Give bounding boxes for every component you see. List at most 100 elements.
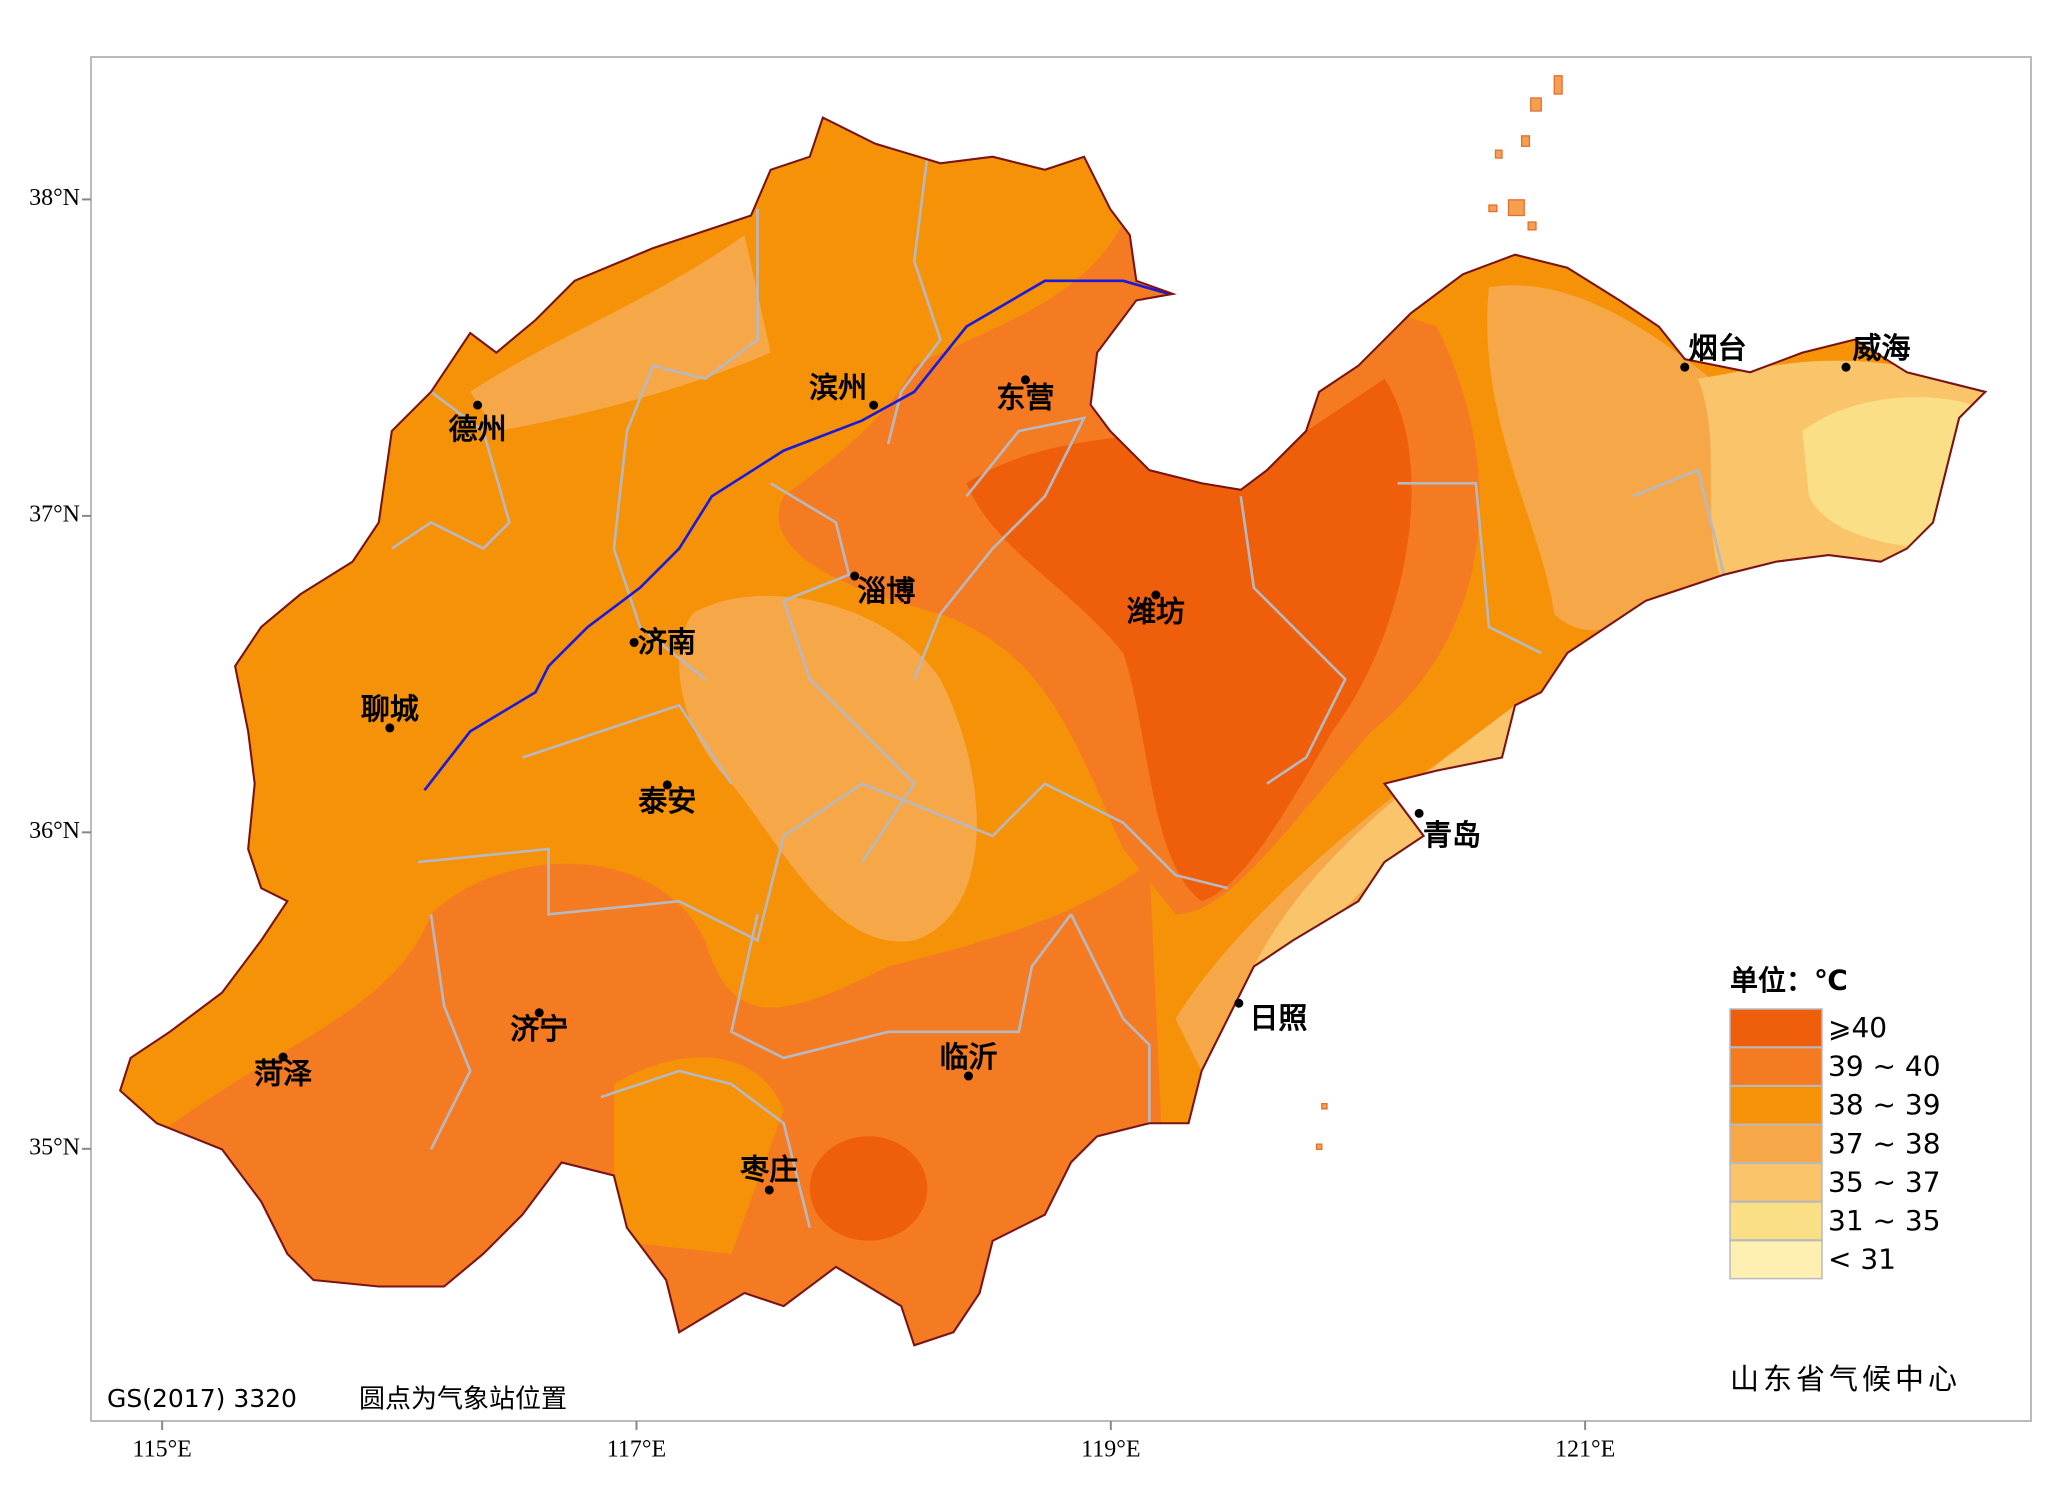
axes: 115°E 117°E 119°E 121°E 38°N 37°N 36°N 35°N xyxy=(29,185,1615,1463)
border xyxy=(1397,481,1542,655)
legend-swatch xyxy=(1729,1201,1823,1241)
legend-swatch xyxy=(1729,1162,1823,1203)
border xyxy=(391,390,511,551)
island xyxy=(1315,1143,1323,1151)
x-tick-label: 115°E xyxy=(132,1437,191,1463)
station-note: 圆点为气象站位置 xyxy=(359,1385,567,1415)
legend-label: 35 ~ 37 xyxy=(1828,1165,1941,1198)
legend-swatch xyxy=(1729,1046,1823,1087)
island xyxy=(1527,221,1537,231)
border xyxy=(769,482,916,863)
station-label: 枣庄 xyxy=(739,1153,798,1187)
station-label: 青岛 xyxy=(1423,818,1481,852)
station-dot xyxy=(278,1052,288,1062)
station-dot xyxy=(1841,362,1851,372)
station-dot xyxy=(385,723,395,733)
station-dot xyxy=(1414,808,1424,818)
station-dot xyxy=(1020,375,1030,385)
station-dot xyxy=(850,571,860,581)
border xyxy=(1239,496,1347,785)
station-dot xyxy=(1680,362,1690,372)
legend-swatch xyxy=(1729,1239,1823,1280)
y-tick-label: 35°N xyxy=(29,1134,80,1160)
province-outline xyxy=(118,75,1988,1347)
border xyxy=(612,208,759,681)
border xyxy=(417,782,1229,943)
station-label: 临沂 xyxy=(939,1040,997,1074)
station-dot xyxy=(1151,590,1161,600)
station-dot xyxy=(534,1008,544,1018)
legend-label: 39 ~ 40 xyxy=(1828,1050,1941,1083)
border xyxy=(886,156,942,445)
legend: 单位：℃ ⩾40 39 ~ 40 38 ~ 39 37 ~ 38 35 ~ 37 31 ~… xyxy=(1729,964,1941,1280)
frame xyxy=(90,56,2032,1422)
zone-37-38 xyxy=(679,595,977,942)
outline xyxy=(118,116,1988,1347)
station-label: 滨州 xyxy=(809,370,867,404)
island xyxy=(1520,135,1531,147)
zone-ge-40 xyxy=(809,1136,928,1241)
station-label: 济南 xyxy=(638,625,696,659)
station-dot xyxy=(662,780,672,790)
zone-38-39 xyxy=(613,1057,784,1254)
station-label: 日照 xyxy=(1249,1001,1307,1035)
station-dot xyxy=(964,1071,974,1081)
island xyxy=(1488,204,1498,213)
border xyxy=(600,1069,812,1229)
border xyxy=(913,416,1087,680)
station-label: 德州 xyxy=(449,412,507,446)
station-dot xyxy=(764,1185,774,1195)
station-label: 济宁 xyxy=(510,1012,568,1046)
x-tick-label: 121°E xyxy=(1555,1437,1615,1463)
x-tick-label: 117°E xyxy=(607,1437,666,1463)
legend-label: 38 ~ 39 xyxy=(1828,1088,1941,1121)
y-tick-label: 36°N xyxy=(29,818,80,844)
border xyxy=(1069,913,1151,1124)
station-label: 威海 xyxy=(1853,331,1911,365)
approval-number: GS(2017) 3320 xyxy=(107,1384,297,1413)
station-dot xyxy=(629,637,639,647)
legend-label: ⩾40 xyxy=(1828,1011,1887,1044)
station-label: 烟台 xyxy=(1689,331,1747,365)
border xyxy=(729,913,1073,1060)
station-dot xyxy=(473,400,483,410)
zone-37-38 xyxy=(470,235,771,432)
island xyxy=(1507,199,1525,217)
x-tick-label: 119°E xyxy=(1081,1437,1140,1463)
legend-label: < 31 xyxy=(1828,1243,1896,1276)
source: 山东省气候中心 xyxy=(1730,1362,1961,1396)
station-label: 潍坊 xyxy=(1127,594,1185,628)
station-label: 泰安 xyxy=(638,784,696,818)
legend-title: 单位：℃ xyxy=(1730,964,1848,997)
y-tick-label: 38°N xyxy=(29,185,80,211)
border xyxy=(1632,468,1726,576)
county-borders xyxy=(391,156,1726,1229)
station-label: 东营 xyxy=(996,380,1054,414)
island xyxy=(1494,149,1503,159)
legend-label: 37 ~ 38 xyxy=(1828,1127,1941,1160)
islands xyxy=(1315,75,1563,1151)
legend-swatch xyxy=(1729,1008,1823,1048)
island xyxy=(1553,75,1563,95)
border xyxy=(429,914,472,1150)
zone-31-35 xyxy=(1802,397,1973,549)
legend-label: 31 ~ 35 xyxy=(1828,1204,1941,1237)
station-dot xyxy=(1234,998,1244,1008)
zone-ge-40 xyxy=(966,378,1412,902)
legend-swatch xyxy=(1729,1124,1823,1164)
island xyxy=(1530,97,1542,112)
station-label: 淄博 xyxy=(857,574,915,608)
yellow-river xyxy=(423,279,1170,791)
island xyxy=(1321,1103,1328,1110)
y-tick-label: 37°N xyxy=(29,501,80,527)
station-dot xyxy=(869,400,879,410)
legend-swatch xyxy=(1729,1085,1823,1125)
station-label: 聊城 xyxy=(361,692,419,726)
border xyxy=(522,703,733,785)
station-label: 菏泽 xyxy=(254,1056,312,1090)
zone-37-38 xyxy=(1487,285,1725,631)
